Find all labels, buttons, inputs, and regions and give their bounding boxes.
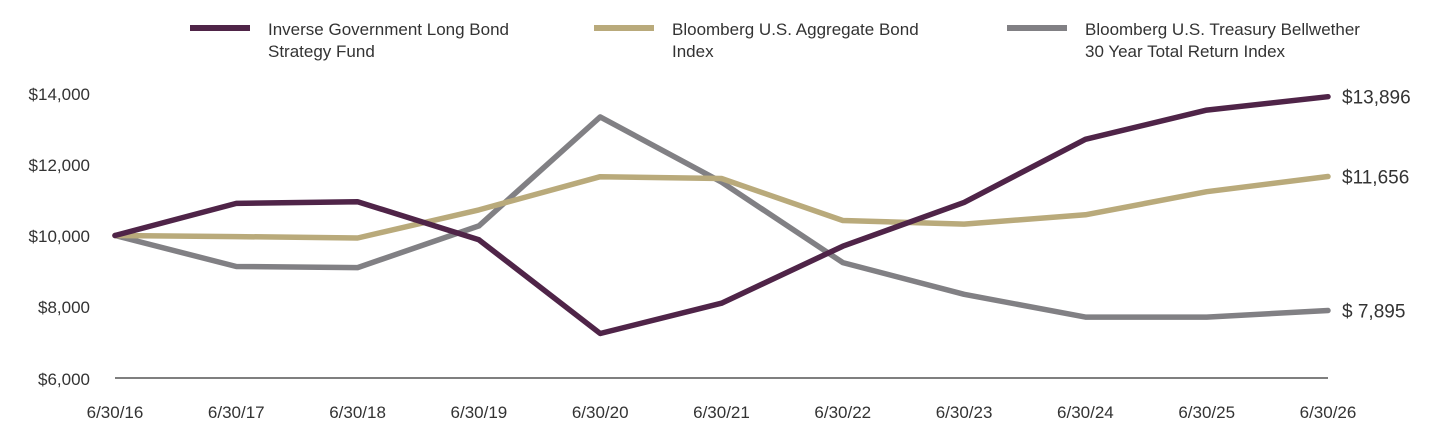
y-tick-label: $10,000 bbox=[29, 227, 90, 246]
legend-item-treasury-bellwether: Bloomberg U.S. Treasury Bellwether 30 Ye… bbox=[1007, 20, 1360, 61]
y-tick-label: $8,000 bbox=[38, 298, 90, 317]
x-tick-label: 6/30/25 bbox=[1178, 403, 1235, 422]
end-label-inverse-fund: $13,896 bbox=[1342, 88, 1411, 109]
end-label-treasury-bellwether: $ 7,895 bbox=[1342, 302, 1405, 323]
series-line-inverse-fund bbox=[112, 93, 1331, 337]
y-tick-label: $14,000 bbox=[29, 85, 90, 104]
legend-label-inverse-fund-line2: Strategy Fund bbox=[268, 42, 375, 61]
x-tick-label: 6/30/20 bbox=[572, 403, 629, 422]
legend-item-inverse-fund: Inverse Government Long Bond Strategy Fu… bbox=[190, 20, 509, 61]
legend-label-aggregate-bond-line2: Index bbox=[672, 42, 714, 61]
x-tick-label: 6/30/16 bbox=[87, 403, 144, 422]
y-tick-label: $6,000 bbox=[38, 370, 90, 389]
series-line-treasury-bellwether bbox=[112, 114, 1331, 320]
end-labels: $13,896 $11,656 $ 7,895 bbox=[1342, 88, 1411, 323]
x-tick-label: 6/30/21 bbox=[693, 403, 750, 422]
legend-label-aggregate-bond-line1: Bloomberg U.S. Aggregate Bond bbox=[672, 20, 919, 39]
legend: Inverse Government Long Bond Strategy Fu… bbox=[190, 20, 1360, 61]
x-tick-label: 6/30/18 bbox=[329, 403, 386, 422]
end-label-aggregate-bond: $11,656 bbox=[1342, 168, 1409, 189]
legend-label-treasury-bellwether-line1: Bloomberg U.S. Treasury Bellwether bbox=[1085, 20, 1360, 39]
x-tick-label: 6/30/24 bbox=[1057, 403, 1114, 422]
x-tick-label: 6/30/22 bbox=[814, 403, 871, 422]
series-lines bbox=[112, 93, 1331, 337]
legend-item-aggregate-bond: Bloomberg U.S. Aggregate Bond Index bbox=[594, 20, 919, 61]
legend-label-inverse-fund-line1: Inverse Government Long Bond bbox=[268, 20, 509, 39]
x-axis: 6/30/16 6/30/17 6/30/18 6/30/19 6/30/20 … bbox=[87, 403, 1357, 422]
x-tick-label: 6/30/17 bbox=[208, 403, 265, 422]
x-tick-label: 6/30/26 bbox=[1300, 403, 1357, 422]
x-tick-label: 6/30/19 bbox=[451, 403, 508, 422]
legend-label-treasury-bellwether-line2: 30 Year Total Return Index bbox=[1085, 42, 1286, 61]
y-axis: $14,000 $12,000 $10,000 $8,000 $6,000 bbox=[29, 85, 90, 389]
x-tick-label: 6/30/23 bbox=[936, 403, 993, 422]
y-tick-label: $12,000 bbox=[29, 156, 90, 175]
series-line-aggregate-bond bbox=[112, 173, 1331, 241]
